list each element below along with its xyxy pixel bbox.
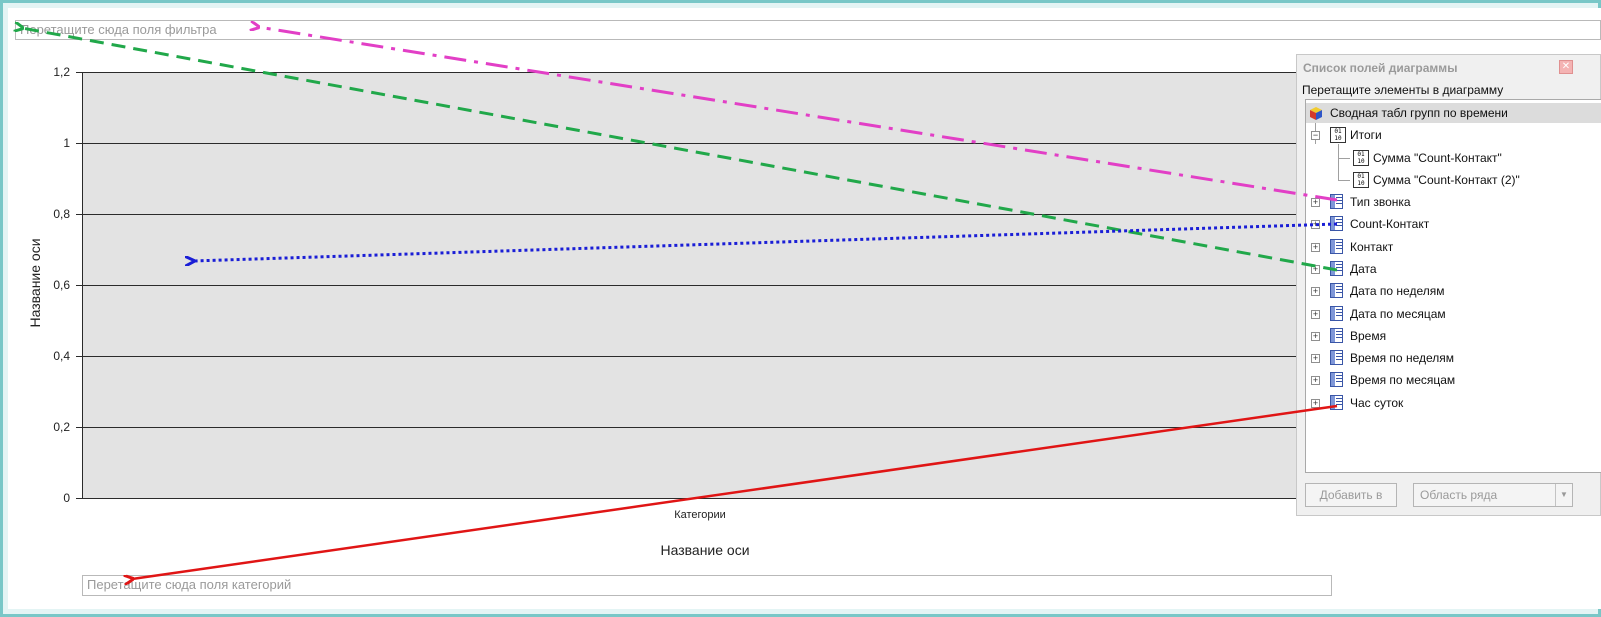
tree-item-label: Время (1350, 329, 1387, 343)
table-icon (1330, 239, 1343, 254)
dropdown-arrow-icon[interactable]: ▼ (1555, 484, 1572, 506)
tree-item-measure[interactable]: 01 10 Сумма "Count-Контакт (2)" (1306, 170, 1601, 190)
table-icon (1330, 306, 1343, 321)
close-icon[interactable]: ✕ (1559, 60, 1573, 74)
x-category-label: Категории (674, 509, 726, 521)
panel-title: Список полей диаграммы (1303, 61, 1458, 75)
gridline (82, 214, 1298, 215)
tree-item-label: Время по неделям (1350, 351, 1455, 365)
tree-item-field[interactable]: + Время (1306, 326, 1601, 346)
tree-item-label: Тип звонка (1350, 195, 1411, 209)
tree-root-label: Сводная табл групп по времени (1330, 106, 1508, 120)
tree-item-label: Час суток (1350, 396, 1404, 410)
expand-icon[interactable]: + (1311, 353, 1320, 363)
y-tick-label: 0,2 (53, 420, 70, 434)
y-tick-mark (76, 143, 82, 144)
tree-item-measure[interactable]: 01 10 Сумма "Count-Контакт" (1306, 148, 1601, 168)
table-icon (1330, 350, 1343, 365)
y-tick-label: 1,2 (53, 65, 70, 79)
table-icon (1330, 283, 1343, 298)
tree-line (1338, 180, 1350, 181)
tree-line (1338, 158, 1350, 159)
y-tick-mark (76, 214, 82, 215)
expand-icon[interactable]: + (1311, 331, 1320, 341)
tree-item-label: Сумма "Count-Контакт" (1373, 151, 1502, 165)
tree-item-field[interactable]: + Время по месяцам (1306, 370, 1601, 390)
tree-item-label: Дата по неделям (1350, 284, 1445, 298)
y-tick-mark (76, 72, 82, 73)
measure-icon: 01 10 (1353, 172, 1369, 188)
tree-line (1338, 144, 1339, 180)
measure-icon: 01 10 (1330, 127, 1346, 143)
arrow-type-to-filter (258, 27, 1338, 202)
panel-hint: Перетащите элементы в диаграмму (1302, 83, 1504, 97)
y-tick-label: 0 (63, 491, 70, 505)
tree-item-field[interactable]: + Дата (1306, 259, 1601, 279)
gridline (82, 427, 1298, 428)
gridline (82, 72, 1298, 73)
expand-icon[interactable]: + (1311, 197, 1320, 207)
tree-root[interactable]: Сводная табл групп по времени (1306, 103, 1601, 123)
arrow-count-to-values (193, 222, 1338, 261)
y-tick-label: 0,4 (53, 349, 70, 363)
expand-icon[interactable]: + (1311, 375, 1320, 385)
expand-icon[interactable]: + (1311, 242, 1320, 252)
y-axis-line (82, 72, 83, 499)
tree-item-totals[interactable]: − 01 10 Итоги (1306, 125, 1601, 145)
collapse-icon[interactable]: − (1311, 130, 1320, 140)
filter-drop-zone[interactable]: Перетащите сюда поля фильтра (15, 20, 1601, 40)
tree-item-label: Время по месяцам (1350, 373, 1456, 387)
y-tick-mark (76, 285, 82, 286)
tree-item-field[interactable]: + Дата по неделям (1306, 281, 1601, 301)
gridline (82, 285, 1298, 286)
tree-item-label: Сумма "Count-Контакт (2)" (1373, 173, 1520, 187)
x-axis-title[interactable]: Название оси (660, 542, 750, 558)
tree-item-label: Итоги (1350, 128, 1382, 142)
tree-item-field[interactable]: + Контакт (1306, 237, 1601, 257)
field-tree[interactable]: Сводная табл групп по времени − 01 10 Ито… (1305, 99, 1601, 473)
expand-icon[interactable]: + (1311, 309, 1320, 319)
tree-item-label: Дата (1350, 262, 1377, 276)
y-tick-label: 0,8 (53, 207, 70, 221)
table-icon (1330, 328, 1343, 343)
y-tick-mark (76, 427, 82, 428)
expand-icon[interactable]: + (1311, 286, 1320, 296)
tree-item-field[interactable]: + Тип звонка (1306, 192, 1601, 212)
tree-item-label: Дата по месяцам (1350, 307, 1446, 321)
arrow-hour-to-category (132, 404, 1338, 579)
y-tick-label: 1 (63, 136, 70, 150)
cube-icon (1310, 107, 1322, 120)
table-icon (1330, 194, 1343, 209)
area-select[interactable]: Область ряда ▼ (1413, 483, 1573, 507)
tree-item-label: Контакт (1350, 240, 1394, 254)
expand-icon[interactable]: + (1311, 398, 1320, 408)
gridline (82, 143, 1298, 144)
tree-item-field[interactable]: + Дата по месяцам (1306, 304, 1601, 324)
measure-icon: 01 10 (1353, 150, 1369, 166)
y-tick-mark (76, 498, 82, 499)
gridline (82, 356, 1298, 357)
area-select-value: Область ряда (1420, 488, 1498, 502)
expand-icon[interactable]: + (1311, 264, 1320, 274)
arrow-date-to-filter (22, 28, 1338, 272)
chart-field-list-panel[interactable]: Список полей диаграммы ✕ Перетащите элем… (1296, 54, 1601, 516)
add-to-button[interactable]: Добавить в (1305, 483, 1397, 507)
tree-item-label: Count-Контакт (1350, 217, 1430, 231)
y-tick-label: 0,6 (53, 278, 70, 292)
table-icon (1330, 372, 1343, 387)
category-drop-zone[interactable]: Перетащите сюда поля категорий (82, 575, 1332, 596)
tree-item-field[interactable]: + Время по неделям (1306, 348, 1601, 368)
y-tick-mark (76, 356, 82, 357)
